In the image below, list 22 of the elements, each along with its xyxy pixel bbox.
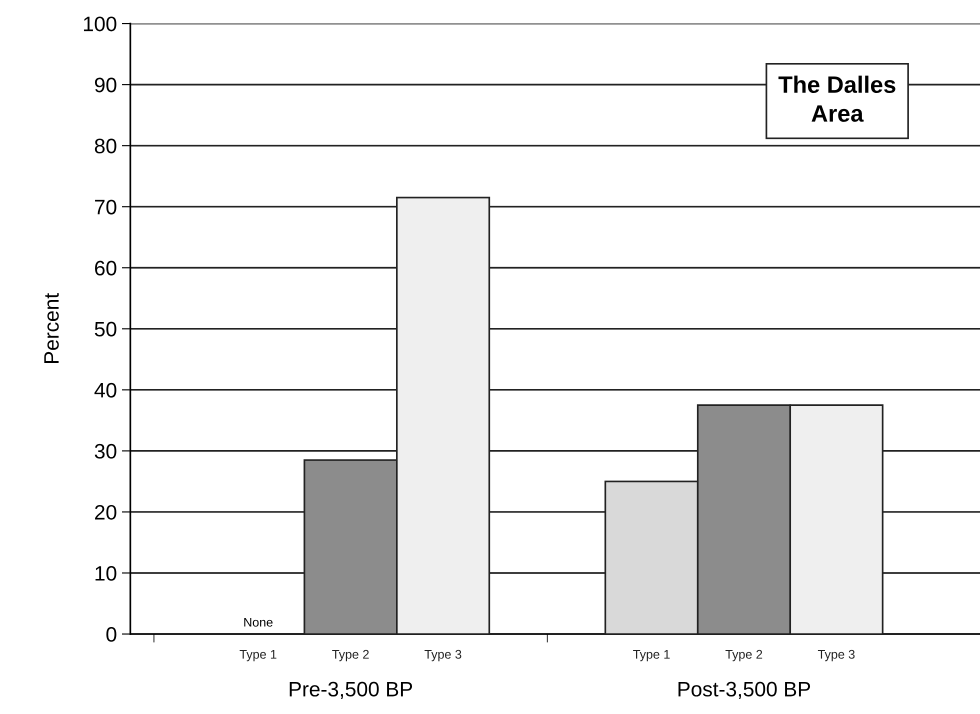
x-tick-label: Pre-3,500 BP xyxy=(290,682,412,700)
series-label: Type 1 xyxy=(633,650,670,662)
text: Type 3 xyxy=(818,650,855,662)
y-tick-label: 90 xyxy=(94,78,116,92)
y-tick-label: 40 xyxy=(94,382,116,398)
y-tick-label: 10 xyxy=(96,566,116,581)
y-tick-label: 50 xyxy=(94,322,116,337)
y-tick-label: 100 xyxy=(84,16,116,32)
series-label: Type 2 xyxy=(332,650,369,662)
x-tick-label: Post-3,500 BP xyxy=(678,682,810,700)
y-tick-label: 0 xyxy=(106,627,116,642)
y-tick-label: 20 xyxy=(95,504,116,520)
series-label: Type 3 xyxy=(424,650,462,662)
text: Type 1 xyxy=(240,650,276,662)
annotation: None xyxy=(244,618,273,627)
y-tick-label: 70 xyxy=(95,200,116,214)
y-tick-label: 60 xyxy=(95,260,116,276)
y-tick-label: 80 xyxy=(94,138,116,154)
text: Type 2 xyxy=(726,650,762,662)
y-axis-title: Percent xyxy=(44,293,59,363)
text: The Dalles Area xyxy=(778,76,896,122)
y-tick-label: 30 xyxy=(94,444,116,459)
